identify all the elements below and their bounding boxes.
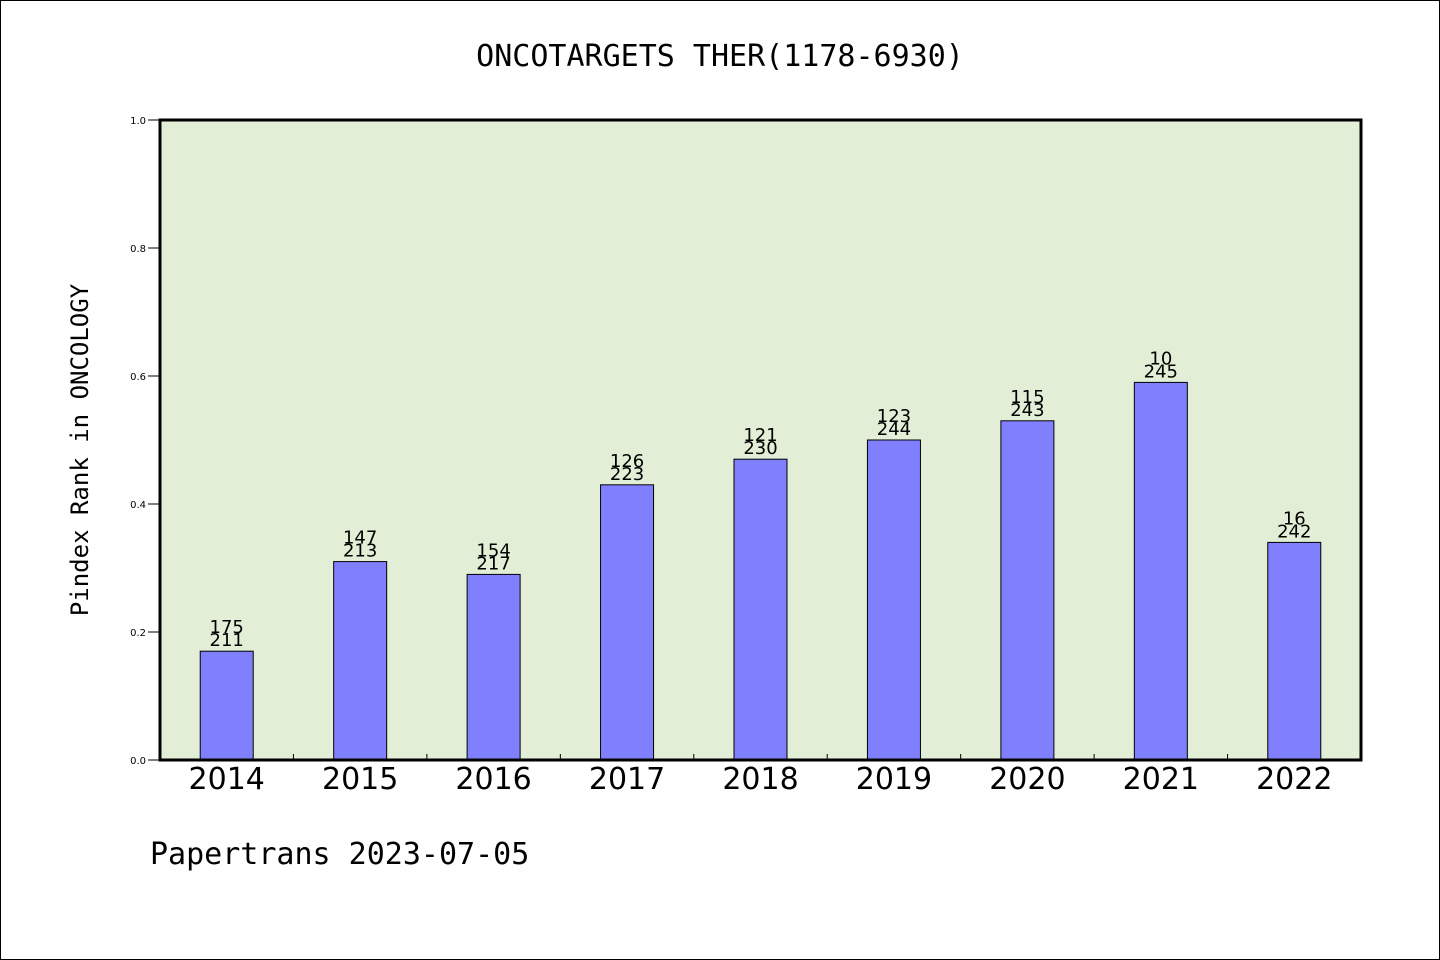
ticks-layer: 0.0 0.2 0.4 0.6 0.8 1.0 2014 2015 2016 2017 2018 20… [130, 116, 1332, 797]
bar-2016 [466, 573, 521, 761]
bar-label-bottom: 230 [743, 438, 777, 459]
bar-label-bottom: 242 [1277, 521, 1311, 542]
x-tick-label: 2020 [989, 762, 1065, 797]
bar-2018 [733, 458, 788, 761]
x-tick-label: 2014 [189, 762, 265, 797]
bar-label-top: 123 [877, 406, 911, 427]
bar-label-bottom: 223 [610, 464, 644, 485]
y-tick-label: 0.0 [130, 756, 146, 767]
bar-label-bottom: 245 [1144, 361, 1178, 382]
x-tick-label: 2016 [455, 762, 531, 797]
y-tick-label: 1.0 [130, 116, 146, 127]
bar-label-top: 147 [343, 528, 377, 549]
x-tick-label: 2015 [322, 762, 398, 797]
bar-2019 [866, 439, 921, 761]
plot-border [158, 118, 1363, 762]
chart-title: ONCOTARGETS THER(1178-6930) [476, 39, 964, 74]
x-tick-label: 2019 [856, 762, 932, 797]
bar-label-bottom: 211 [210, 630, 244, 651]
y-tick-label: 0.6 [130, 372, 146, 383]
bar-label-top: 16 [1283, 508, 1306, 529]
footer-watermark: Papertrans 2023-07-05 [150, 837, 529, 872]
bar-2015 [333, 561, 388, 761]
bar-2021 [1133, 381, 1188, 761]
bar-label-top: 175 [210, 617, 244, 638]
x-tick-label: 2018 [722, 762, 798, 797]
bar-label-bottom: 217 [476, 553, 510, 574]
bar-label-top: 121 [743, 425, 777, 446]
bar-2022 [1267, 541, 1322, 761]
bar-label-top: 126 [610, 451, 644, 472]
bar-label-bottom: 243 [1010, 400, 1044, 421]
y-tick-label: 0.4 [130, 500, 146, 511]
y-tick-label: 0.8 [130, 244, 146, 255]
bar-label-bottom: 213 [343, 541, 377, 562]
x-tick-label: 2022 [1256, 762, 1332, 797]
y-axis-label: Pindex Rank in ONCOLOGY [66, 283, 94, 616]
x-tick-label: 2017 [589, 762, 665, 797]
x-tick-label: 2021 [1123, 762, 1199, 797]
bar-label-top: 154 [476, 540, 510, 561]
bar-label-top: 10 [1149, 348, 1172, 369]
bar-2020 [1000, 420, 1055, 761]
bar-2014 [199, 650, 254, 761]
bar-2017 [600, 484, 655, 761]
y-tick-label: 0.2 [130, 628, 146, 639]
bar-label-top: 115 [1010, 387, 1044, 408]
bar-label-bottom: 244 [877, 419, 911, 440]
